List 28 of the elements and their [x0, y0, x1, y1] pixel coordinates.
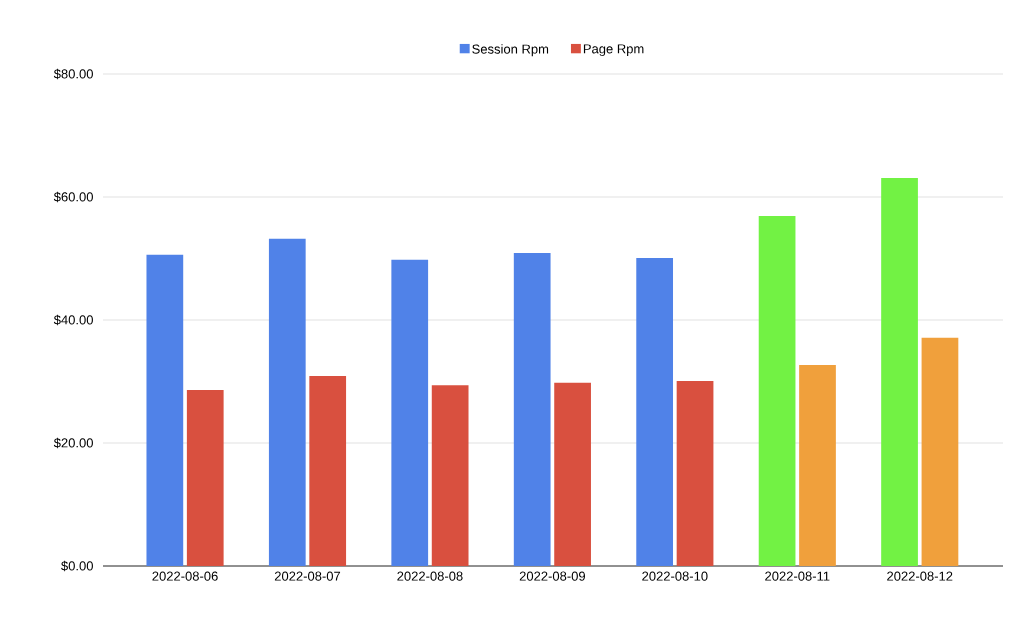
- bar: [186, 390, 224, 566]
- y-tick-label: $80.00: [53, 68, 93, 80]
- bar: [431, 385, 469, 566]
- y-tick-label: $40.00: [53, 314, 93, 326]
- x-tick-label: 2022-08-08: [397, 571, 463, 581]
- x-tick-label: 2022-08-06: [152, 571, 218, 581]
- y-tick-label: $20.00: [53, 437, 93, 449]
- bar: [921, 337, 959, 566]
- bar: [758, 216, 796, 566]
- legend-label: Page Rpm: [583, 44, 644, 57]
- bar: [636, 257, 674, 566]
- y-tick-label: $0.00: [61, 560, 93, 572]
- bar: [309, 375, 347, 566]
- bar: [676, 380, 714, 566]
- bar: [554, 382, 591, 566]
- x-tick-label: 2022-08-12: [887, 571, 953, 581]
- bar: [513, 252, 551, 566]
- x-tick-label: 2022-08-10: [642, 571, 708, 581]
- bar: [881, 177, 918, 566]
- bar: [799, 364, 836, 566]
- x-tick-label: 2022-08-11: [765, 571, 830, 581]
- bar: [146, 254, 184, 566]
- bar: [391, 259, 429, 566]
- x-tick-label: 2022-08-07: [274, 571, 341, 581]
- bar: [268, 238, 306, 566]
- legend-label: Session Rpm: [472, 44, 549, 57]
- x-tick-label: 2022-08-09: [519, 571, 586, 581]
- y-tick-label: $60.00: [53, 191, 93, 203]
